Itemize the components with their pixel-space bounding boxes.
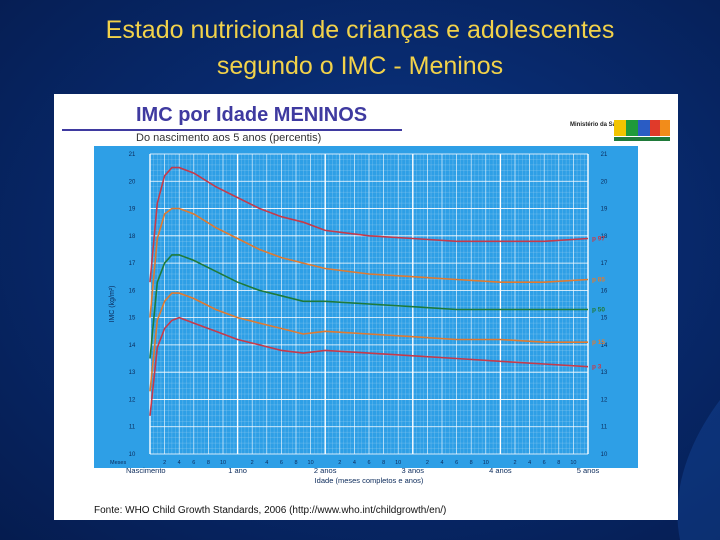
x-axis-label: Idade (meses completos e anos)	[315, 476, 424, 485]
y-tick-label-left: 17	[129, 261, 136, 267]
x-year-label: 4 anos	[489, 466, 512, 475]
x-month-tick-label: 4	[353, 460, 356, 466]
slide-title: Estado nutricional de crianças e adolesc…	[0, 12, 720, 84]
y-tick-label-right: 12	[601, 397, 608, 403]
x-year-label: 2 anos	[314, 466, 337, 475]
percentile-label-p50: p 50	[592, 306, 605, 313]
percentile-curve-p50	[149, 254, 588, 359]
y-tick-label-right: 19	[601, 207, 608, 213]
ministry-brand: Ministério da Saúde	[570, 120, 670, 142]
decorative-swoosh	[677, 400, 720, 540]
y-tick-label-left: 14	[129, 343, 136, 349]
y-tick-label-right: 11	[601, 425, 608, 431]
card-title: IMC por Idade MENINOS	[136, 104, 368, 126]
x-axis-months-prefix: Meses	[110, 460, 126, 466]
x-month-tick-label: 6	[192, 460, 195, 466]
x-month-tick-label: 6	[280, 460, 283, 466]
x-month-tick-label: 2	[513, 460, 516, 466]
x-month-tick-label: 10	[570, 460, 576, 466]
x-month-tick-label: 10	[308, 460, 314, 466]
y-tick-label-left: 18	[129, 234, 136, 240]
y-tick-label-right: 17	[601, 261, 608, 267]
percentile-curve-p97	[149, 166, 589, 283]
x-month-tick-label: 2	[338, 460, 341, 466]
y-tick-label-left: 16	[129, 288, 136, 294]
x-month-tick-label: 4	[178, 460, 181, 466]
percentile-label-p97: p 97	[592, 236, 605, 243]
y-tick-label-right: 16	[601, 288, 608, 294]
x-year-label: 5 anos	[577, 466, 600, 475]
x-month-tick-label: 8	[294, 460, 297, 466]
growth-chart-card: IMC por Idade MENINOS Do nascimento aos …	[54, 94, 678, 520]
y-tick-label-left: 10	[129, 452, 136, 458]
slide-title-line-2: segundo o IMC - Meninos	[216, 52, 504, 80]
x-month-tick-label: 4	[265, 460, 268, 466]
y-tick-label-left: 12	[129, 397, 136, 403]
x-month-tick-label: 2	[251, 460, 254, 466]
y-tick-label-right: 21	[601, 152, 608, 158]
percentile-curve-p85	[149, 207, 589, 318]
slide-title-line-1: Estado nutricional de crianças e adolesc…	[105, 16, 615, 44]
y-tick-label-right: 14	[601, 343, 608, 349]
ministry-name: Ministério da Saúde	[570, 122, 627, 128]
y-tick-label-right: 20	[601, 179, 608, 185]
x-month-tick-label: 2	[426, 460, 429, 466]
percentile-curve-p15	[149, 292, 588, 392]
y-tick-label-left: 19	[129, 207, 136, 213]
x-month-tick-label: 6	[367, 460, 370, 466]
percentile-curve-p3	[149, 316, 589, 416]
x-month-tick-label: 6	[543, 460, 546, 466]
brazil-flag-logo	[614, 120, 670, 141]
y-tick-label-left: 15	[129, 316, 136, 322]
source-note: Fonte: WHO Child Growth Standards, 2006 …	[94, 505, 447, 516]
x-month-tick-label: 10	[395, 460, 401, 466]
x-year-label: 1 ano	[228, 466, 247, 475]
x-year-label: Nascimento	[126, 466, 166, 475]
card-subtitle: Do nascimento aos 5 anos (percentis)	[136, 132, 322, 144]
x-month-tick-label: 4	[528, 460, 531, 466]
y-tick-label-right: 13	[601, 370, 608, 376]
x-month-tick-label: 4	[440, 460, 443, 466]
y-axis-label: IMC (kg/m²)	[109, 286, 116, 323]
y-tick-label-left: 11	[129, 425, 136, 431]
x-month-tick-label: 6	[455, 460, 458, 466]
chart-area: 10 10 11 11 12 12 13 13 14 14 15 15 16 16 17 17 18 18 19 19…	[94, 146, 638, 503]
percentile-label-p3: p 3	[592, 364, 602, 371]
y-tick-label-left: 20	[129, 179, 136, 185]
percentile-label-p15: p 15	[592, 339, 605, 346]
x-month-tick-label: 8	[382, 460, 385, 466]
chart-background	[94, 146, 638, 468]
percentile-label-p85: p 85	[592, 276, 605, 283]
y-tick-label-left: 21	[129, 152, 136, 158]
x-month-tick-label: 10	[483, 460, 489, 466]
y-tick-label-left: 13	[129, 370, 136, 376]
x-month-tick-label: 10	[220, 460, 226, 466]
y-tick-label-right: 18	[601, 234, 608, 240]
x-month-tick-label: 8	[207, 460, 210, 466]
x-month-tick-label: 8	[470, 460, 473, 466]
x-year-label: 3 anos	[402, 466, 425, 475]
y-tick-label-right: 15	[601, 316, 608, 322]
bmi-chart-svg: 10 10 11 11 12 12 13 13 14 14 15 15 16 16 17 17 18 18 19 19…	[94, 146, 638, 485]
x-month-tick-label: 2	[163, 460, 166, 466]
x-month-tick-label: 8	[557, 460, 560, 466]
card-title-rule	[62, 129, 402, 131]
y-tick-label-right: 10	[601, 452, 608, 458]
